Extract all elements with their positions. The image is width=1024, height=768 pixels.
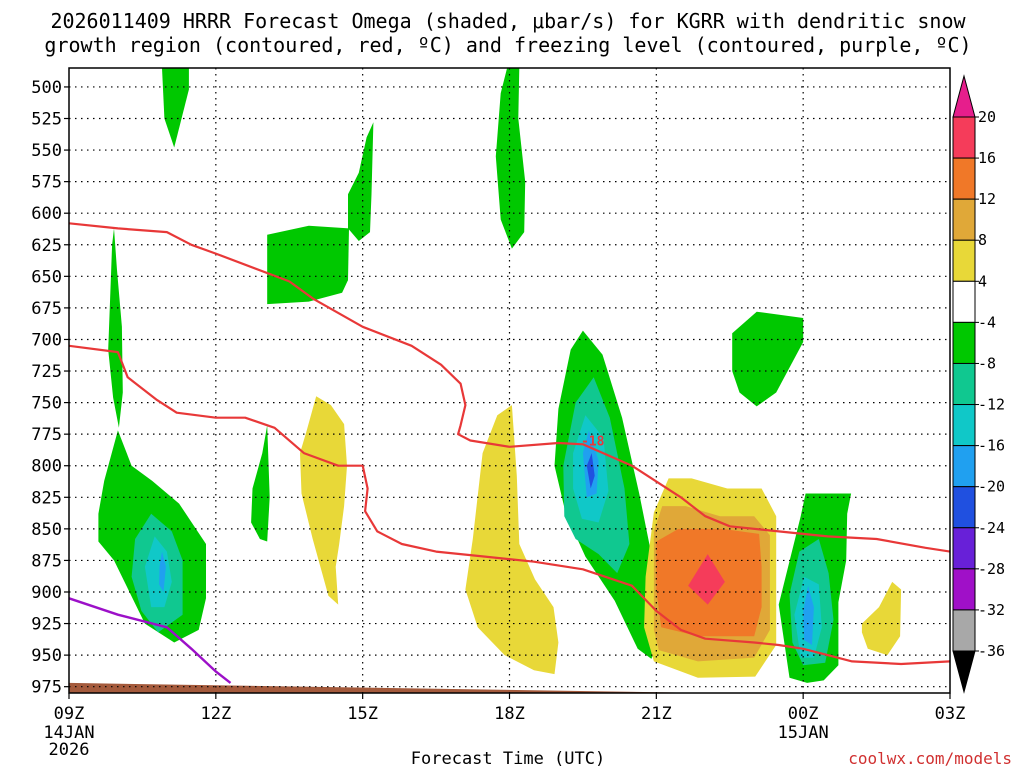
y-tick-label-825: 825 [31,488,62,508]
x-tick-date-00Z: 15JAN [778,723,829,743]
y-tick-label-725: 725 [31,362,62,382]
colorbar-swatch-9 [952,445,976,488]
y-tick-label-500: 500 [31,78,62,98]
y-tick-label-650: 650 [31,267,62,287]
y-tick-label-525: 525 [31,110,62,130]
colorbar-swatch-7 [952,362,976,406]
omega-green-region-4 [348,122,374,241]
x-tick-label-18Z: 18Z [494,704,525,724]
y-tick-label-875: 875 [31,551,62,571]
x-tick-label-15Z: 15Z [347,704,378,724]
x-tick-label-12Z: 12Z [200,704,231,724]
dgz-contour-2 [69,344,950,666]
omega-green-region-2 [108,228,123,428]
x-tick-label-21Z: 21Z [641,704,672,724]
colorbar-bottom-arrow [952,650,976,694]
y-tick-label-575: 575 [31,173,62,193]
x-tick-label-03Z: 03Z [935,704,966,724]
chart-title-line-2: growth region (contoured, red, ºC) and f… [44,33,971,57]
y-tick-label-850: 850 [31,520,62,540]
y-tick-label-975: 975 [31,678,62,698]
omega-yellow-region-4 [861,581,902,656]
y-tick-label-800: 800 [31,457,62,477]
y-tick-label-600: 600 [31,204,62,224]
omega-yellow-region-1 [300,396,347,605]
omega-cyan-region-1 [144,536,172,608]
omega-green-region-6 [251,425,270,542]
y-tick-label-950: 950 [31,646,62,666]
dgz-contour-1 [69,222,950,553]
dgz-contour-label: -18 [581,434,605,449]
colorbar-label-20: 20 [978,108,996,126]
colorbar-swatch-2 [952,157,976,200]
x-tick-label-09Z: 09Z [54,704,85,724]
y-tick-label-700: 700 [31,330,62,350]
omega-yellow-region-2 [465,405,559,675]
y-tick-label-925: 925 [31,615,62,635]
colorbar-label--28: -28 [978,560,1005,578]
y-tick-label-550: 550 [31,141,62,161]
colorbar-label-8: 8 [978,231,987,249]
omega-green-region-1 [162,68,189,148]
colorbar-label--32: -32 [978,601,1005,619]
colorbar-swatch-3 [952,198,976,241]
x-tick-label-00Z: 00Z [788,704,819,724]
freezing-level-line [69,597,232,684]
colorbar-label--24: -24 [978,519,1005,537]
y-tick-label-775: 775 [31,425,62,445]
x-tick-date-09Z: 14JAN [43,723,94,743]
colorbar-label--12: -12 [978,396,1005,414]
x-tick-year-09Z: 2026 [49,740,90,760]
omega-green-region-7 [495,68,526,249]
colorbar-swatch-5 [952,280,976,323]
colorbar-swatch-13 [952,609,976,652]
colorbar-swatch-8 [952,404,976,447]
colorbar-swatch-12 [952,568,976,611]
colorbar-swatch-10 [952,486,976,529]
colorbar-top-arrow [952,74,976,118]
colorbar-swatch-4 [952,239,976,282]
omega-deep-blue-region-1 [586,453,595,489]
colorbar-label--20: -20 [978,478,1005,496]
chart-title-line-1: 2026011409 HRRR Forecast Omega (shaded, … [50,9,966,33]
colorbar-label--4: -4 [978,313,996,331]
y-tick-label-675: 675 [31,299,62,319]
colorbar-label-16: 16 [978,149,996,167]
y-tick-label-750: 750 [31,394,62,414]
omega-green-region-9 [732,311,804,407]
omega-red-region-1 [688,554,725,605]
colorbar-label--8: -8 [978,354,996,372]
plot-area: -18 [68,67,951,694]
omega-blue-region-1 [159,551,166,592]
omega-colorbar: 20 16 12 8 4 -4 -8 -12 -16 -20 -24 -28 -32 -36 [952,74,1005,694]
y-axis: 500 525 550 575 600 625 650 675 700 725 750 775 800 8… [31,78,69,698]
colorbar-label--36: -36 [978,642,1005,660]
plot-contents: -18 [69,68,950,693]
colorbar-label-4: 4 [978,272,987,290]
credit-text: coolwx.com/models [848,749,1012,768]
y-tick-label-900: 900 [31,583,62,603]
colorbar-swatch-6 [952,321,976,364]
omega-blue-region-3 [803,585,814,645]
colorbar-label-12: 12 [978,190,996,208]
colorbar-swatch-11 [952,527,976,570]
x-axis-label: Forecast Time (UTC) [411,749,605,768]
colorbar-label--16: -16 [978,437,1005,455]
y-tick-label-625: 625 [31,236,62,256]
terrain-surface [69,682,950,693]
colorbar-swatch-1 [952,116,976,159]
omega-green-region-5 [267,225,349,305]
